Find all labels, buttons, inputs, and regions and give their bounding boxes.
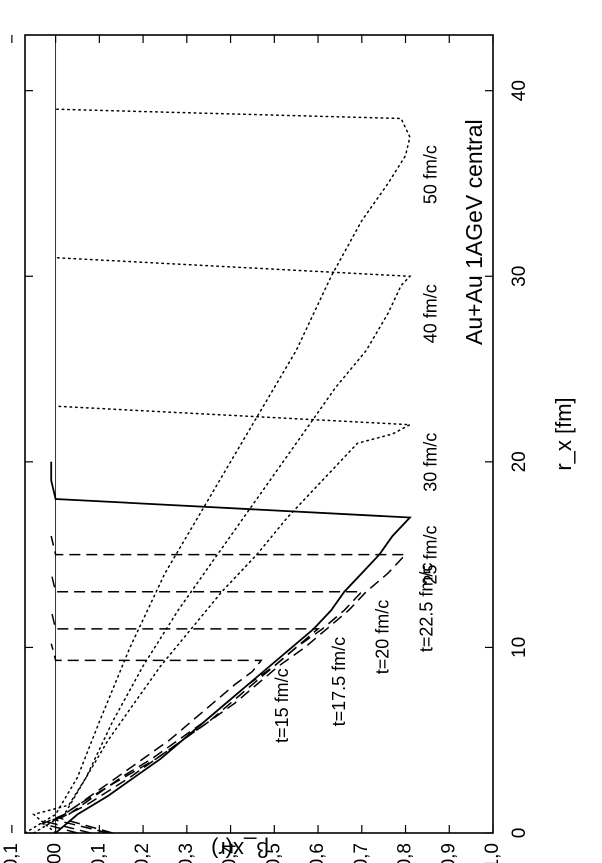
y-tick-label: 0,5 xyxy=(263,843,284,863)
plot-frame xyxy=(24,34,494,834)
x-tick-label: 30 xyxy=(509,266,530,287)
curve-label: t=22.5 fm/c xyxy=(416,563,436,653)
series-line-6 xyxy=(32,405,413,834)
curve-label: 30 fm/c xyxy=(421,433,441,492)
y-tick-label: 1,0 xyxy=(482,843,503,863)
series-line-1 xyxy=(40,643,263,834)
x-tick-label: 0 xyxy=(509,828,530,839)
curve-label: 50 fm/c xyxy=(421,145,441,204)
y-tick-label: 0,6 xyxy=(307,843,328,863)
curve-label: 25 fm/c xyxy=(421,526,441,585)
y-tick-label: 0,1 xyxy=(88,843,109,863)
curve-label: t=17.5 fm/c xyxy=(329,637,349,727)
y-tick-label: 0,4 xyxy=(220,843,241,863)
x-tick-label: 20 xyxy=(509,451,530,472)
series-line-4 xyxy=(50,535,408,834)
chart-title: Au+Au 1AGeV central xyxy=(461,119,487,345)
curve-labels: t=15 fm/c t=17.5 fm/c t=20 fm/c t=22.5 fm/c… xyxy=(272,145,441,743)
series-group xyxy=(24,108,413,834)
curve-label: 40 fm/c xyxy=(421,284,441,343)
x-tick-label: 40 xyxy=(509,80,530,101)
x-tick-label: 10 xyxy=(509,637,530,658)
y-tick-label: 0,9 xyxy=(438,843,459,863)
y-tick-label: 0,3 xyxy=(176,843,197,863)
series-line-5 xyxy=(50,461,412,834)
y-tick-label: -0,1 xyxy=(1,843,22,863)
y-tick-label: 0,8 xyxy=(395,843,416,863)
curve-label: t=15 fm/c xyxy=(272,668,292,743)
series-line-8 xyxy=(24,108,411,834)
series-line-2 xyxy=(44,610,321,834)
series-line-3 xyxy=(50,573,364,834)
y-tick-label: 0,00 xyxy=(45,843,66,863)
axis-ticks: 0 10 20 30 40 -0,1 0,00 0,1 0,2 0,3 0,4 0,5 0,6 0,7 0,… xyxy=(1,35,530,863)
y-tick-label: 0,2 xyxy=(132,843,153,863)
plot-border xyxy=(24,34,494,834)
y-tick-label: 0,7 xyxy=(351,843,372,863)
curve-label: t=20 fm/c xyxy=(373,600,393,675)
series-line-7 xyxy=(32,256,412,834)
y-axis-title: β_x(r) xyxy=(211,837,269,862)
x-axis-title: r_x [fm] xyxy=(551,397,576,470)
